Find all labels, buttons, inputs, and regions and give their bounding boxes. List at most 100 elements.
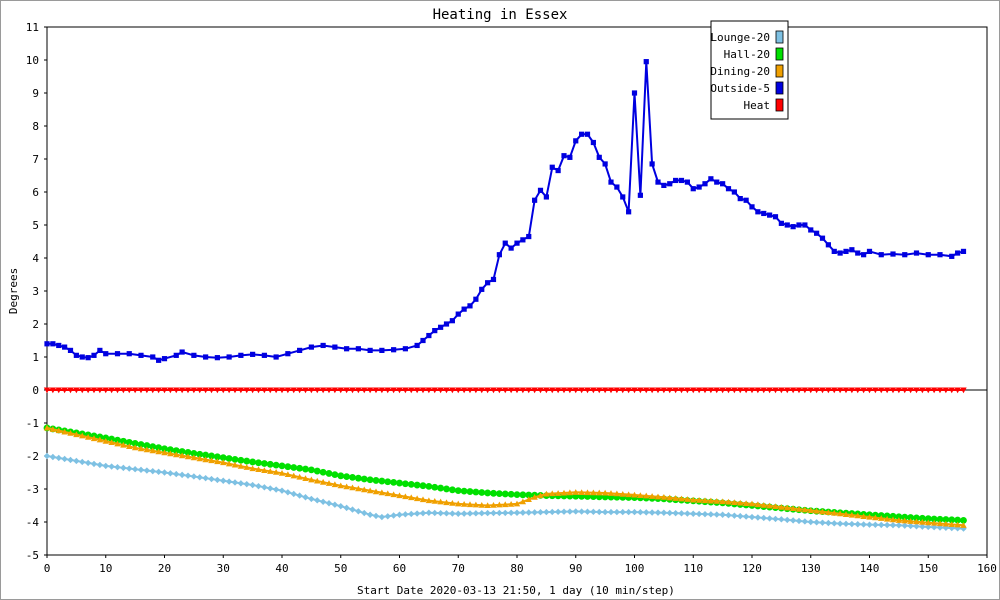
data-point-heat — [748, 387, 756, 394]
data-point-lounge-20 — [167, 470, 174, 477]
data-point-hall-20 — [278, 462, 286, 470]
data-point-lounge-20 — [760, 514, 767, 522]
data-point-lounge-20 — [372, 512, 380, 520]
data-point-outside-5 — [890, 251, 896, 257]
data-point-hall-20 — [255, 459, 262, 467]
data-point-heat — [237, 387, 245, 394]
data-point-heat — [690, 387, 697, 394]
data-point-dining-20 — [114, 440, 121, 447]
data-point-outside-5 — [344, 346, 350, 352]
y-tick-label: -1 — [26, 417, 39, 430]
data-point-dining-20 — [660, 494, 668, 500]
x-tick-label: 10 — [99, 562, 112, 575]
data-point-dining-20 — [319, 478, 327, 485]
data-point-lounge-20 — [901, 522, 908, 529]
data-point-outside-5 — [955, 250, 961, 256]
data-point-dining-20 — [648, 493, 656, 499]
data-point-heat — [372, 387, 380, 394]
data-point-hall-20 — [390, 479, 398, 486]
data-point-heat — [795, 387, 803, 394]
data-point-hall-20 — [490, 489, 497, 497]
data-point-dining-20 — [930, 519, 938, 526]
data-point-lounge-20 — [349, 506, 356, 513]
data-point-dining-20 — [396, 492, 403, 499]
data-point-outside-5 — [661, 182, 667, 188]
data-point-outside-5 — [849, 247, 855, 253]
data-point-dining-20 — [284, 471, 292, 478]
data-point-hall-20 — [143, 442, 151, 449]
data-point-dining-20 — [848, 511, 856, 518]
data-point-lounge-20 — [836, 520, 844, 527]
data-point-heat — [754, 387, 762, 394]
data-point-dining-20 — [196, 455, 203, 462]
data-point-heat — [537, 387, 544, 394]
data-point-outside-5 — [743, 197, 749, 203]
data-point-outside-5 — [285, 351, 291, 357]
data-point-hall-20 — [325, 470, 333, 477]
data-point-heat — [942, 387, 950, 394]
data-point-outside-5 — [526, 233, 532, 240]
data-point-outside-5 — [602, 161, 608, 167]
data-point-dining-20 — [184, 453, 192, 460]
data-point-lounge-20 — [584, 508, 591, 515]
data-point-heat — [930, 387, 938, 394]
data-point-hall-20 — [425, 482, 433, 490]
data-point-lounge-20 — [560, 508, 568, 515]
data-point-lounge-20 — [178, 471, 186, 479]
data-point-heat — [625, 387, 632, 394]
data-point-outside-5 — [949, 253, 955, 259]
data-point-hall-20 — [225, 455, 233, 462]
data-point-lounge-20 — [543, 508, 550, 516]
data-point-lounge-20 — [237, 480, 245, 487]
data-point-outside-5 — [537, 187, 544, 193]
data-point-dining-20 — [272, 469, 280, 475]
data-point-outside-5 — [420, 337, 426, 344]
data-point-lounge-20 — [472, 510, 480, 517]
data-point-lounge-20 — [719, 511, 726, 518]
x-tick-label: 140 — [860, 562, 880, 575]
data-point-hall-20 — [930, 515, 938, 523]
data-point-hall-20 — [472, 488, 480, 496]
axes — [44, 26, 988, 558]
data-point-dining-20 — [73, 431, 80, 438]
x-tick-label: 100 — [625, 562, 645, 575]
data-point-dining-20 — [872, 514, 879, 521]
data-point-heat — [108, 387, 115, 394]
data-point-outside-5 — [432, 328, 438, 334]
legend-label-dining-20: Dining-20 — [710, 65, 770, 78]
data-point-lounge-20 — [784, 516, 791, 524]
data-point-lounge-20 — [625, 508, 632, 516]
data-point-lounge-20 — [637, 509, 644, 516]
data-point-lounge-20 — [61, 455, 68, 463]
data-point-dining-20 — [302, 475, 309, 481]
data-point-outside-5 — [808, 227, 814, 233]
data-point-lounge-20 — [925, 523, 932, 531]
x-tick-label: 70 — [452, 562, 465, 575]
data-point-lounge-20 — [654, 509, 662, 516]
data-point-outside-5 — [796, 222, 802, 228]
data-point-outside-5 — [667, 181, 673, 187]
data-point-lounge-20 — [866, 521, 873, 528]
data-point-lounge-20 — [290, 490, 297, 498]
y-tick-label: 6 — [32, 186, 39, 199]
data-point-dining-20 — [143, 446, 151, 453]
series-outside-5 — [44, 59, 967, 363]
data-point-outside-5 — [702, 181, 708, 187]
data-point-hall-20 — [125, 438, 133, 446]
data-point-dining-20 — [578, 489, 585, 495]
data-point-heat — [161, 387, 168, 394]
data-point-heat — [560, 387, 568, 394]
data-point-heat — [349, 387, 356, 394]
data-point-heat — [178, 387, 186, 394]
data-point-dining-20 — [431, 498, 438, 504]
x-tick-label: 30 — [217, 562, 230, 575]
data-point-dining-20 — [784, 504, 791, 511]
data-point-hall-20 — [302, 465, 309, 473]
data-point-heat — [319, 387, 327, 394]
data-point-lounge-20 — [819, 519, 826, 526]
data-point-outside-5 — [731, 189, 737, 195]
data-point-lounge-20 — [325, 500, 333, 507]
data-point-hall-20 — [219, 454, 227, 462]
data-point-outside-5 — [355, 346, 361, 352]
